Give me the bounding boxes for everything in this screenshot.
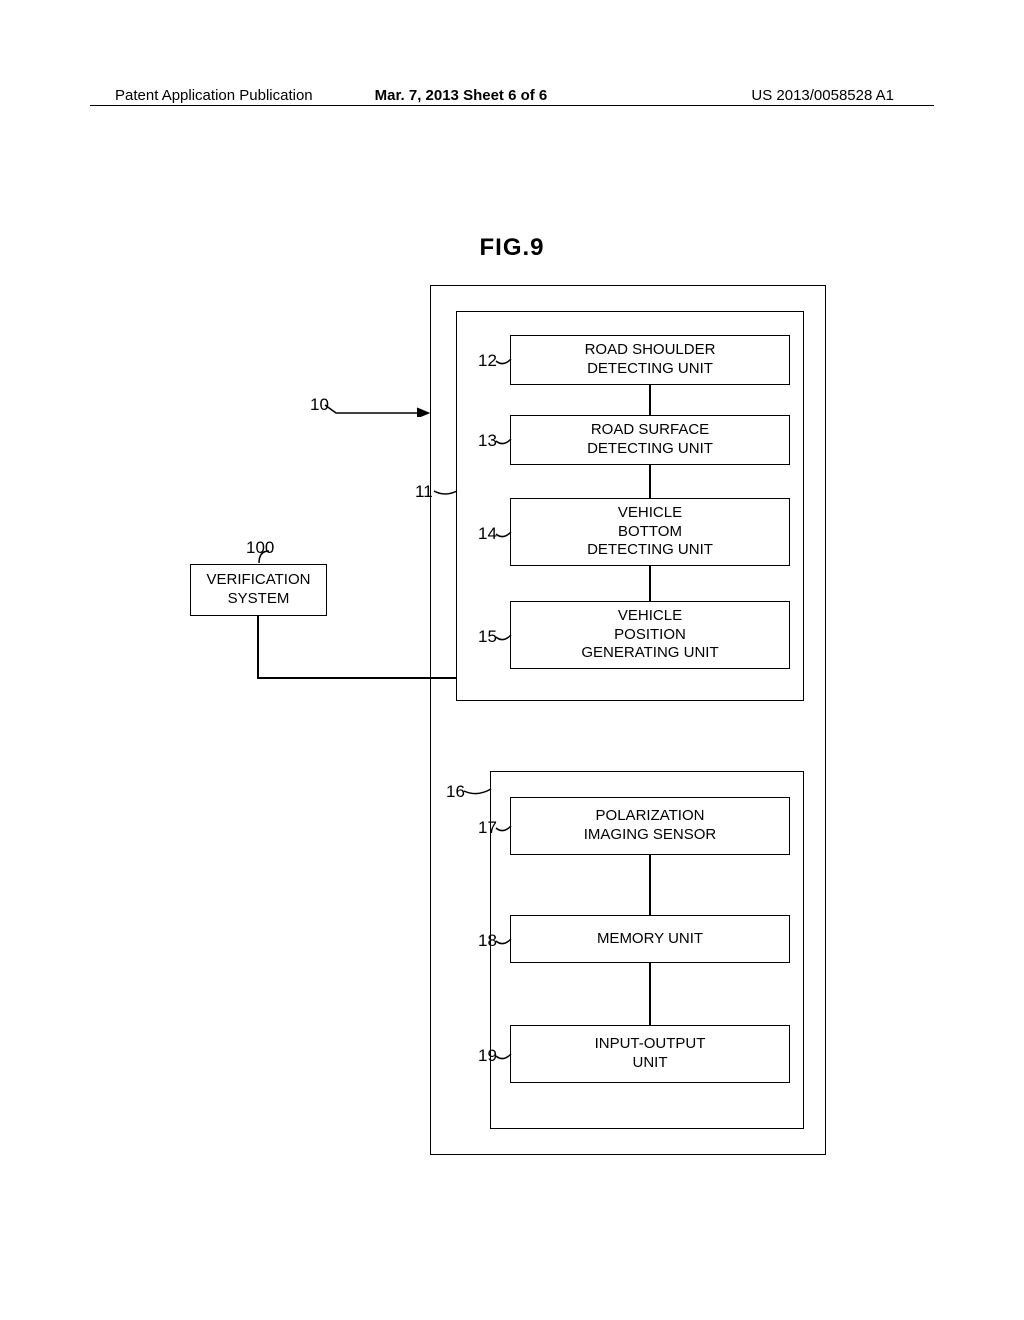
header-publication: Patent Application Publication (115, 87, 375, 104)
connector-18-19 (649, 963, 651, 1025)
figure-title: FIG.9 (0, 234, 1024, 262)
leader-15 (495, 631, 513, 645)
page-header: Patent Application Publication Mar. 7, 2… (0, 87, 1024, 104)
leader-16 (463, 785, 493, 799)
road-shoulder-block: ROAD SHOULDER DETECTING UNIT (510, 335, 790, 385)
leader-13 (495, 435, 513, 449)
connector-12-13 (649, 385, 651, 415)
vehicle-position-block: VEHICLE POSITION GENERATING UNIT (510, 601, 790, 669)
header-patent-number: US 2013/0058528 A1 (634, 87, 909, 104)
ref-11: 11 (415, 482, 433, 502)
leader-100 (257, 549, 271, 565)
connector-100-h (257, 677, 456, 679)
leader-10 (324, 399, 434, 417)
leader-14 (495, 528, 513, 542)
header-date-sheet: Mar. 7, 2013 Sheet 6 of 6 (375, 87, 635, 104)
connector-13-14 (649, 465, 651, 498)
header-rule (90, 105, 934, 106)
connector-17-18 (649, 855, 651, 915)
leader-19 (495, 1050, 513, 1064)
leader-17 (495, 822, 513, 836)
memory-block: MEMORY UNIT (510, 915, 790, 963)
vehicle-bottom-block: VEHICLE BOTTOM DETECTING UNIT (510, 498, 790, 566)
diagram-container: VERIFICATION SYSTEM ROAD SHOULDER DETECT… (190, 285, 830, 1155)
verification-system-block: VERIFICATION SYSTEM (190, 564, 327, 616)
leader-12 (495, 355, 513, 369)
polarization-block: POLARIZATION IMAGING SENSOR (510, 797, 790, 855)
connector-14-15 (649, 566, 651, 601)
leader-18 (495, 935, 513, 949)
connector-100-v (257, 616, 259, 678)
input-output-block: INPUT-OUTPUT UNIT (510, 1025, 790, 1083)
leader-11 (433, 485, 459, 499)
road-surface-block: ROAD SURFACE DETECTING UNIT (510, 415, 790, 465)
